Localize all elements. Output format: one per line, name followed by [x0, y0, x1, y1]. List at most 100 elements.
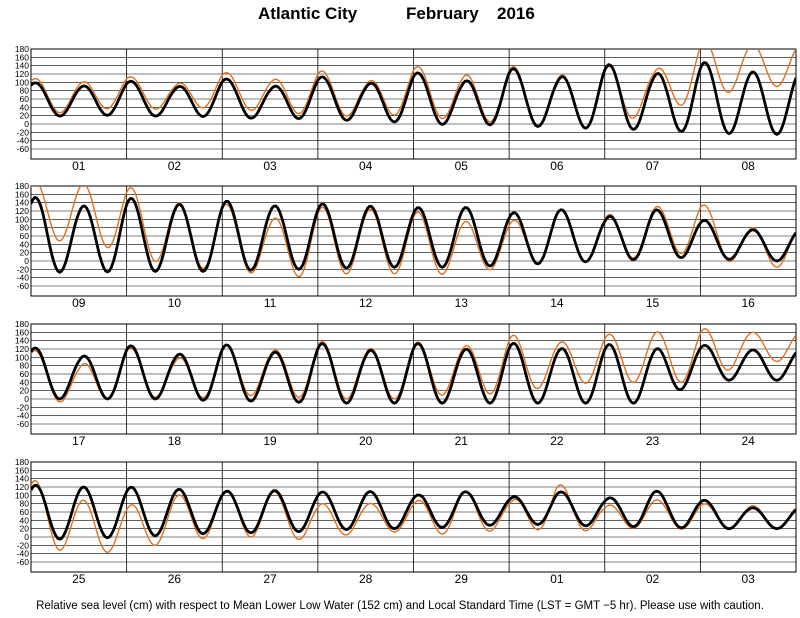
y-tick-label: 80: [20, 223, 30, 233]
y-tick-label: 80: [20, 361, 30, 371]
panel-frame: [30, 185, 797, 297]
y-tick-label: 20: [20, 524, 30, 534]
y-tick-label: 160: [15, 327, 29, 337]
y-tick-label: -40: [17, 549, 30, 559]
y-tick-label: 120: [15, 344, 29, 354]
day-label: 14: [550, 296, 564, 310]
day-label: 29: [455, 572, 469, 586]
day-label: 09: [72, 296, 86, 310]
day-label: 20: [359, 434, 373, 448]
y-tick-label: 180: [15, 181, 29, 191]
y-tick-label: 20: [20, 386, 30, 396]
day-label: 21: [455, 434, 469, 448]
y-tick-label: -40: [17, 411, 30, 421]
y-tick-label: -20: [17, 264, 30, 274]
observed-series-line: [31, 49, 796, 129]
y-tick-label: 60: [20, 94, 30, 104]
day-label: 01: [72, 159, 86, 173]
y-tick-label: 140: [15, 61, 29, 71]
y-tick-label: 40: [20, 102, 30, 112]
y-tick-label: -60: [17, 144, 30, 154]
day-label: 25: [72, 572, 86, 586]
y-tick-label: -20: [17, 402, 30, 412]
y-tick-label: -20: [17, 127, 30, 137]
day-label: 19: [263, 434, 277, 448]
day-label: 28: [359, 572, 373, 586]
observed-series-line: [31, 479, 796, 554]
y-tick-label: 60: [20, 231, 30, 241]
y-tick-label: 20: [20, 111, 30, 121]
day-label: 27: [263, 572, 277, 586]
y-tick-label: -60: [17, 419, 30, 429]
predicted-series-line: [31, 483, 796, 541]
panel-frame: [30, 323, 797, 435]
y-tick-label: 160: [15, 189, 29, 199]
title-month: February: [406, 4, 479, 23]
chart-footnote: Relative sea level (cm) with respect to …: [36, 600, 764, 612]
y-tick-label: 180: [15, 44, 29, 54]
day-label: 07: [646, 159, 660, 173]
day-label: 12: [359, 296, 373, 310]
y-tick-label: 180: [15, 319, 29, 329]
day-label: 18: [168, 434, 182, 448]
panel-frame: [30, 461, 797, 573]
predicted-series-line: [31, 195, 796, 274]
y-tick-label: 160: [15, 465, 29, 475]
y-tick-label: 120: [15, 206, 29, 216]
y-tick-label: -60: [17, 281, 30, 291]
chart-title: Atlantic City February 2016: [0, 4, 800, 26]
day-label: 16: [742, 296, 756, 310]
day-label: 22: [550, 434, 564, 448]
y-tick-label: 120: [15, 482, 29, 492]
day-label: 11: [264, 296, 277, 310]
day-label: 06: [550, 159, 564, 173]
y-tick-label: 40: [20, 239, 30, 249]
day-label: 17: [72, 434, 86, 448]
y-tick-label: 20: [20, 248, 30, 258]
y-tick-label: 80: [20, 499, 30, 509]
day-label: 03: [742, 572, 756, 586]
y-tick-label: 80: [20, 86, 30, 96]
day-label: 08: [742, 159, 756, 173]
y-tick-label: 140: [15, 474, 29, 484]
y-tick-label: 40: [20, 377, 30, 387]
y-tick-label: 120: [15, 69, 29, 79]
day-label: 26: [168, 572, 182, 586]
day-label: 01: [550, 572, 564, 586]
day-label: 05: [455, 159, 469, 173]
y-tick-label: 0: [24, 394, 29, 404]
day-label: 02: [168, 159, 182, 173]
y-tick-label: -60: [17, 557, 30, 567]
panel-frame: [30, 48, 797, 160]
y-tick-label: 100: [15, 352, 29, 362]
y-tick-label: 60: [20, 369, 30, 379]
y-tick-label: 140: [15, 198, 29, 208]
y-tick-label: 180: [15, 457, 29, 467]
y-tick-label: -20: [17, 540, 30, 550]
y-tick-label: 160: [15, 52, 29, 62]
y-tick-label: 100: [15, 77, 29, 87]
title-location: Atlantic City: [258, 4, 358, 23]
y-tick-label: 40: [20, 515, 30, 525]
day-label: 03: [263, 159, 277, 173]
day-label: 24: [742, 434, 756, 448]
y-tick-label: 140: [15, 336, 29, 346]
day-label: 04: [359, 159, 373, 173]
y-tick-label: 0: [24, 119, 29, 129]
predicted-series-line: [31, 61, 796, 136]
y-tick-label: 100: [15, 214, 29, 224]
y-tick-label: 60: [20, 507, 30, 517]
day-label: 02: [646, 572, 660, 586]
y-tick-label: 0: [24, 256, 29, 266]
y-tick-label: -40: [17, 273, 30, 283]
title-year: 2016: [497, 4, 535, 23]
day-label: 15: [646, 296, 660, 310]
y-tick-label: 100: [15, 490, 29, 500]
day-label: 23: [646, 434, 660, 448]
day-label: 13: [455, 296, 469, 310]
